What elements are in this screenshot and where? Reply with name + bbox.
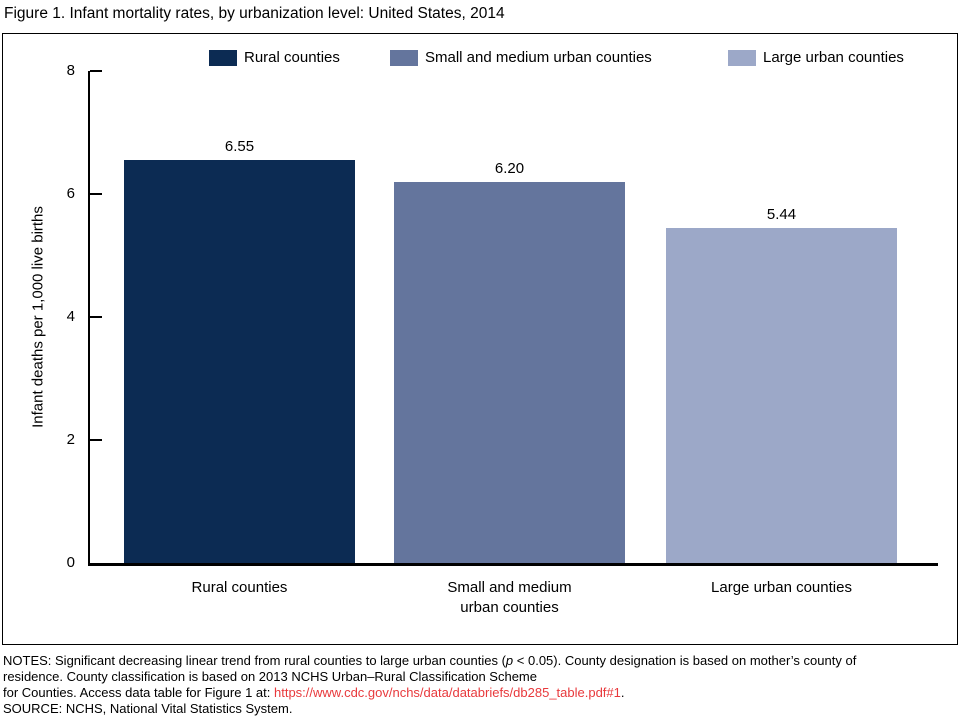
y-tick-label-4: 4 <box>66 308 75 325</box>
legend-item-small-medium-urban: Small and medium urban counties <box>390 49 652 67</box>
y-tick-8 <box>90 70 102 72</box>
chart-frame: Rural counties Small and medium urban co… <box>2 33 958 645</box>
y-tick-label-2: 2 <box>66 431 75 448</box>
legend-swatch-large-urban <box>728 50 756 66</box>
y-axis-line <box>88 71 90 563</box>
legend-item-large-urban: Large urban counties <box>728 49 904 67</box>
source-line: SOURCE: NCHS, National Vital Statistics … <box>3 701 293 716</box>
notes-line-1: NOTES: Significant decreasing linear tre… <box>3 653 856 669</box>
legend-swatch-small-medium-urban <box>390 50 418 66</box>
x-category-label-small-medium-urban: Small and medium urban counties <box>447 579 572 616</box>
legend-label-large-urban: Large urban counties <box>763 49 904 66</box>
plot-area: Rural counties Small and medium urban co… <box>3 34 957 644</box>
legend-label-rural: Rural counties <box>244 49 340 66</box>
x-axis-line <box>88 563 938 566</box>
y-tick-6 <box>90 193 102 195</box>
y-tick-2 <box>90 439 102 441</box>
bar-group-rural: 6.55 <box>124 139 355 563</box>
bar-rural <box>124 160 355 563</box>
bar-value-label-small-medium-urban: 6.20 <box>494 159 525 177</box>
bar-group-large-urban: 5.44 <box>666 207 897 563</box>
legend-label-small-medium-urban: Small and medium urban counties <box>425 49 652 66</box>
notes-line-3-text: for Counties. Access data table for Figu… <box>3 685 274 700</box>
x-category-label-rural: Rural counties <box>191 579 288 596</box>
bar-value-label-large-urban: 5.44 <box>766 206 797 224</box>
notes-line-2: residence. County classification is base… <box>3 669 537 684</box>
p-value-symbol: p <box>505 653 514 668</box>
y-tick-label-6: 6 <box>66 185 75 202</box>
legend-swatch-rural <box>209 50 237 66</box>
figure-title: Figure 1. Infant mortality rates, by urb… <box>4 5 505 22</box>
notes-line-3-tail: . <box>620 685 625 700</box>
bar-group-small-medium-urban: 6.20 <box>394 159 625 563</box>
data-table-link[interactable]: https://www.cdc.gov/nchs/data/databriefs… <box>273 685 621 700</box>
bar-small-medium-urban <box>394 181 625 563</box>
notes-block: NOTES: Significant decreasing linear tre… <box>3 653 856 717</box>
bar-value-label-rural: 6.55 <box>224 138 255 156</box>
notes-line-3: for Counties. Access data table for Figu… <box>3 685 856 701</box>
y-tick-4 <box>90 316 102 318</box>
x-category-label-large-urban: Large urban counties <box>711 579 852 596</box>
bar-large-urban <box>666 228 897 563</box>
y-tick-label-0: 0 <box>66 554 75 571</box>
notes-line-1-tail: < 0.05). County designation is based on … <box>513 653 857 668</box>
notes-line-1-text: NOTES: Significant decreasing linear tre… <box>3 653 506 668</box>
y-tick-label-8: 8 <box>66 62 75 79</box>
legend-item-rural: Rural counties <box>209 49 340 67</box>
